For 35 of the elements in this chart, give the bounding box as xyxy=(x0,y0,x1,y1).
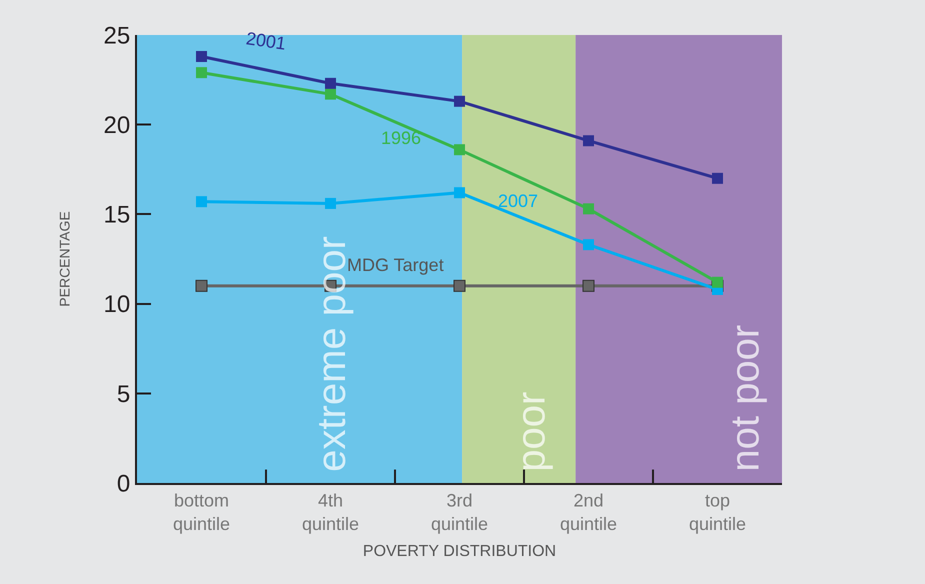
point xyxy=(196,67,207,78)
series-label: 1996 xyxy=(381,128,422,148)
point xyxy=(454,280,466,292)
x-tick-label: 2nd quintile xyxy=(560,490,618,534)
point xyxy=(325,78,336,89)
point xyxy=(454,187,465,198)
point xyxy=(454,96,465,107)
point xyxy=(325,198,336,209)
point xyxy=(712,276,723,288)
point xyxy=(196,51,207,62)
point xyxy=(712,172,723,184)
point xyxy=(325,88,336,100)
x-tick-label: top quintile xyxy=(688,490,746,534)
y-axis-title: PERCENTAGE xyxy=(56,211,73,307)
point xyxy=(582,280,594,292)
x-tick-label: bottom quintile xyxy=(172,490,230,534)
point xyxy=(583,239,594,250)
y-tick-label: 25 xyxy=(103,22,130,50)
point xyxy=(454,144,465,156)
y-tick-label: 15 xyxy=(103,202,130,229)
text: 2001 xyxy=(244,28,288,54)
x-axis-title: POVERTY DISTRIBUTION xyxy=(362,543,556,560)
x-tick-label: 4th quintile xyxy=(302,490,360,534)
band-label: poor xyxy=(510,392,554,472)
y-tick-label: 5 xyxy=(116,380,130,408)
y-tick-label: 20 xyxy=(103,112,130,139)
point xyxy=(583,203,594,214)
point xyxy=(196,280,208,292)
point xyxy=(196,196,207,208)
point xyxy=(583,135,594,146)
band-label: not poor xyxy=(724,324,768,472)
series-label: 2007 xyxy=(498,191,538,211)
y-tick-label: 10 xyxy=(103,291,130,318)
x-tick-label: 3rd quintile xyxy=(430,490,488,534)
y-tick-label: 0 xyxy=(116,470,130,498)
